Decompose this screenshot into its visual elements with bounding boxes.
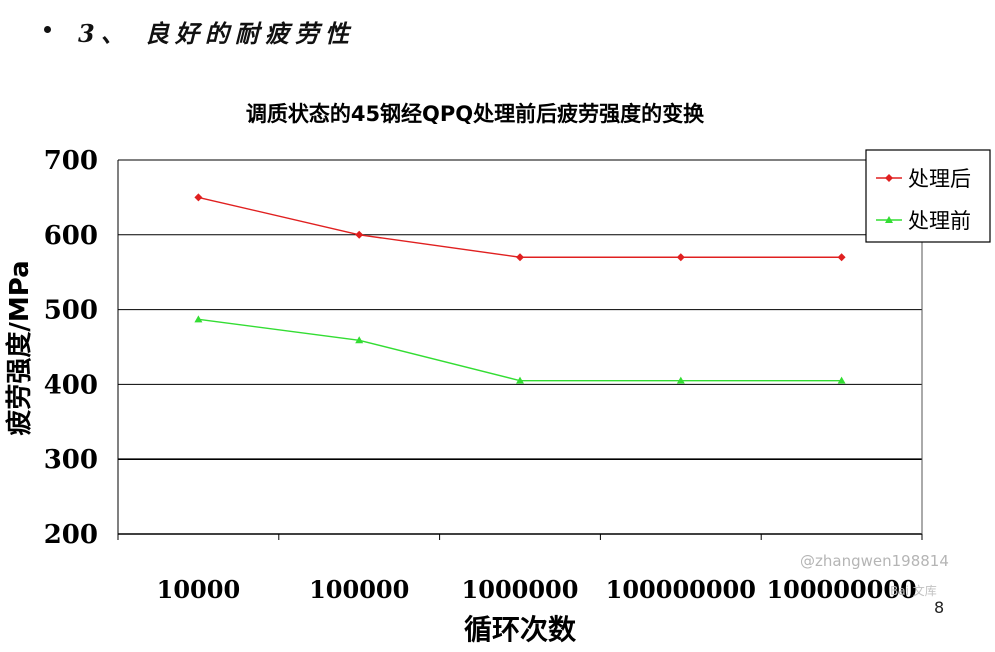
x-tick-label: 100000 [309, 575, 409, 604]
x-tick-label: 100000000 [606, 575, 756, 604]
data-point [837, 376, 846, 384]
legend-label: 处理前 [908, 209, 971, 233]
plot-area: 700 600 500 400 300 200 10000 100000 1000000 1000… [44, 146, 923, 604]
chart-title: 调质状态的45钢经QPQ处理前后疲劳强度的变换 [245, 102, 705, 126]
data-point [516, 376, 524, 384]
data-point [194, 193, 203, 202]
legend-marker [885, 174, 893, 182]
data-point [194, 315, 203, 323]
x-axis-title: 循环次数 [463, 613, 576, 646]
y-tick-label: 700 [44, 146, 98, 176]
legend-box [865, 149, 991, 243]
slide-heading: 3、 良好的耐疲劳性 [78, 19, 356, 48]
y-tick-label: 300 [44, 445, 98, 475]
legend-label: 处理后 [908, 167, 971, 191]
y-tick-label: 500 [44, 296, 98, 326]
x-tick-label: 10000 [157, 575, 241, 604]
y-tick-label: 600 [44, 221, 98, 251]
bullet-icon [44, 26, 51, 33]
data-point [676, 253, 685, 262]
data-point [837, 253, 846, 262]
data-point [516, 253, 524, 262]
data-point [355, 230, 364, 239]
page-number: 8 [934, 598, 945, 617]
watermark-user: @zhangwen198814 [800, 552, 949, 570]
data-point [676, 376, 685, 384]
watermark-logo: Bai 文库 [890, 584, 937, 598]
y-tick-label: 400 [44, 370, 98, 400]
series-line-1 [198, 196, 842, 258]
y-tick-label: 200 [44, 520, 98, 550]
data-point [355, 336, 364, 344]
series-line-2 [198, 318, 842, 382]
legend-marker [885, 216, 893, 223]
x-tick-label: 1000000 [462, 575, 579, 604]
x-tick-label: 100000000 [766, 575, 916, 604]
